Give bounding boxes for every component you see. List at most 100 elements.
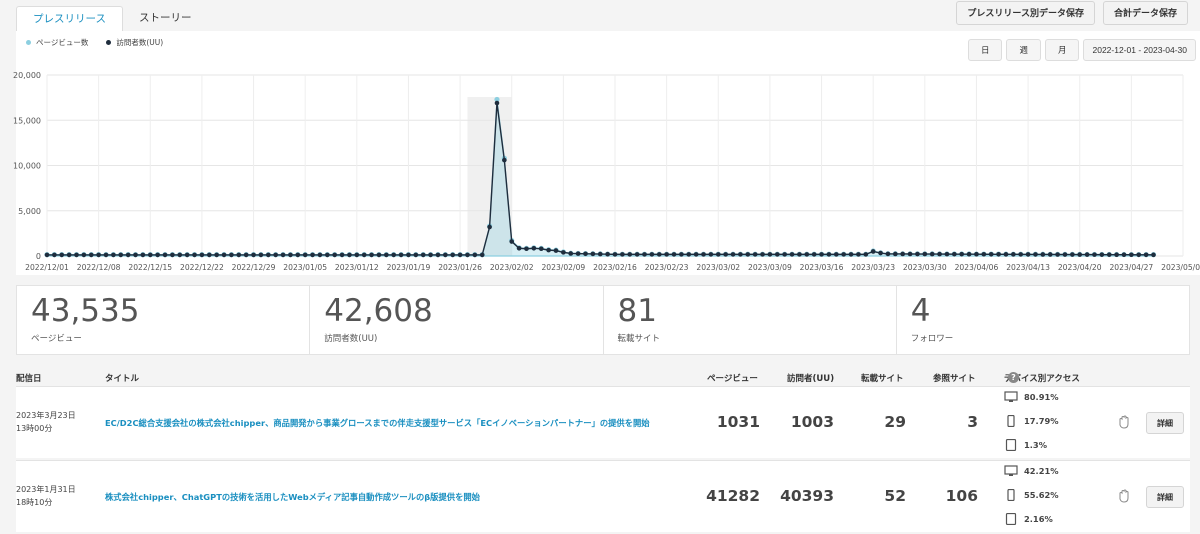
- desktop-icon: [1004, 465, 1018, 476]
- visitors-line: [47, 102, 1154, 256]
- detail-button[interactable]: 詳細: [1146, 486, 1184, 508]
- help-icon[interactable]: ?: [1008, 372, 1019, 383]
- header-date: 配信日: [16, 374, 42, 384]
- legend-dot-pageviews: [26, 40, 31, 45]
- visitors-point: [553, 248, 559, 253]
- visitors-point: [811, 252, 817, 257]
- tab-bar: プレスリリース ストーリー: [16, 6, 207, 32]
- legend-item-pageviews[interactable]: ページビュー数: [26, 37, 88, 48]
- visitors-point: [893, 251, 898, 257]
- save-per-release-button[interactable]: プレスリリース別データ保存: [956, 1, 1095, 25]
- visitors-point: [1121, 252, 1127, 258]
- visitors-point: [988, 251, 994, 257]
- visitors-point: [184, 252, 190, 258]
- row-title-link[interactable]: 株式会社chipper、ChatGPTの技術を活用したWebメディア記事自動作成…: [105, 492, 480, 502]
- header-title: タイトル: [105, 374, 140, 384]
- visitors-point: [693, 252, 699, 257]
- visitors-point: [229, 252, 234, 258]
- y-tick-label: 0: [36, 252, 41, 261]
- pageviews-point: [494, 96, 500, 103]
- row-pageviews: 1031: [716, 413, 760, 431]
- visitors-point: [878, 250, 883, 256]
- visitors-point: [457, 252, 463, 258]
- visitors-point: [420, 252, 426, 258]
- visitors-point: [96, 252, 101, 258]
- legend-label-pageviews: ページビュー数: [36, 38, 89, 47]
- visitors-point: [642, 252, 647, 257]
- tablet-icon: [1005, 513, 1017, 525]
- visitors-point: [959, 251, 965, 257]
- period-month-button[interactable]: 月: [1044, 39, 1080, 61]
- visitors-point: [74, 252, 79, 258]
- visitors-point: [738, 252, 743, 257]
- visitors-point: [819, 252, 824, 257]
- device-desktop: 80.91%: [1004, 391, 1059, 403]
- desktop-icon: [1004, 391, 1018, 402]
- mobile-icon: [1007, 489, 1015, 501]
- visitors-point: [1062, 252, 1068, 257]
- visitors-point: [863, 252, 869, 257]
- tab-story[interactable]: ストーリー: [138, 12, 192, 24]
- stat-reposts-label: 転載サイト: [617, 334, 661, 344]
- visitors-point: [465, 252, 470, 258]
- visitors-point: [664, 252, 669, 257]
- pageviews-area: [46, 99, 1155, 257]
- visitors-point: [605, 251, 610, 257]
- visitors-point: [531, 246, 537, 251]
- tab-press-release[interactable]: プレスリリース: [16, 6, 123, 32]
- visitors-point: [826, 252, 832, 257]
- visitors-point: [797, 252, 802, 257]
- period-day-button[interactable]: 日: [967, 39, 1003, 61]
- device-tablet-value: 2.16%: [1024, 514, 1053, 524]
- stat-followers-value: 4: [910, 293, 931, 329]
- legend-item-visitors[interactable]: 訪問者数(UU): [106, 37, 163, 48]
- visitors-point: [214, 252, 219, 258]
- detail-button[interactable]: 詳細: [1146, 412, 1184, 434]
- visitors-point: [295, 252, 301, 258]
- visitors-point: [509, 239, 515, 244]
- visitors-point: [597, 251, 603, 257]
- visitors-point: [391, 252, 397, 258]
- device-tablet: 1.3%: [1004, 439, 1047, 451]
- visitors-point: [317, 252, 323, 258]
- x-tick-label: 2023/03/09: [748, 263, 792, 272]
- device-desktop-value: 80.91%: [1024, 392, 1059, 402]
- stat-visitors: 42,608 訪問者数(UU): [310, 286, 604, 354]
- visitors-point: [568, 251, 574, 256]
- hand-icon[interactable]: [1116, 414, 1132, 430]
- x-tick-label: 2023/04/20: [1058, 263, 1102, 272]
- visitors-point: [347, 252, 352, 258]
- stat-reposts: 81 転載サイト: [604, 286, 897, 354]
- row-title-link[interactable]: EC/D2C総合支援会社の株式会社chipper、商品開発から事業グロースまでの…: [105, 418, 650, 428]
- visitors-point: [856, 252, 861, 257]
- visitors-point: [620, 252, 625, 257]
- visitors-point: [590, 251, 596, 257]
- visitors-point: [848, 252, 854, 257]
- visitors-point: [302, 252, 308, 258]
- save-total-button[interactable]: 合計データ保存: [1102, 1, 1188, 25]
- x-tick-label: 2022/12/01: [25, 263, 69, 272]
- visitors-point: [44, 252, 50, 258]
- visitors-point: [723, 252, 728, 257]
- x-tick-label: 2023/03/30: [903, 263, 947, 272]
- visitors-point: [745, 252, 751, 257]
- device-tablet: 2.16%: [1004, 513, 1053, 525]
- visitors-point: [686, 252, 692, 257]
- row-date: 2023年3月23日 13時00分: [16, 409, 76, 435]
- visitors-point: [398, 252, 404, 258]
- visitors-point: [841, 252, 846, 257]
- visitors-point: [52, 252, 57, 258]
- hand-icon[interactable]: [1116, 488, 1132, 504]
- visitors-point: [258, 252, 264, 258]
- visitors-point: [701, 252, 706, 257]
- device-breakdown: 42.21% 55.62% 2.16%: [1004, 461, 1104, 533]
- visitors-point: [907, 251, 913, 257]
- x-tick-label: 2023/02/16: [593, 263, 637, 272]
- stat-pageviews-label: ページビュー: [31, 334, 82, 344]
- date-range-picker[interactable]: 2022-12-01 - 2023-04-30: [1083, 39, 1196, 61]
- period-week-button[interactable]: 週: [1006, 39, 1041, 61]
- visitors-point: [133, 252, 138, 258]
- visitors-point: [752, 252, 758, 257]
- visitors-point: [88, 252, 94, 258]
- visitors-point: [450, 252, 456, 258]
